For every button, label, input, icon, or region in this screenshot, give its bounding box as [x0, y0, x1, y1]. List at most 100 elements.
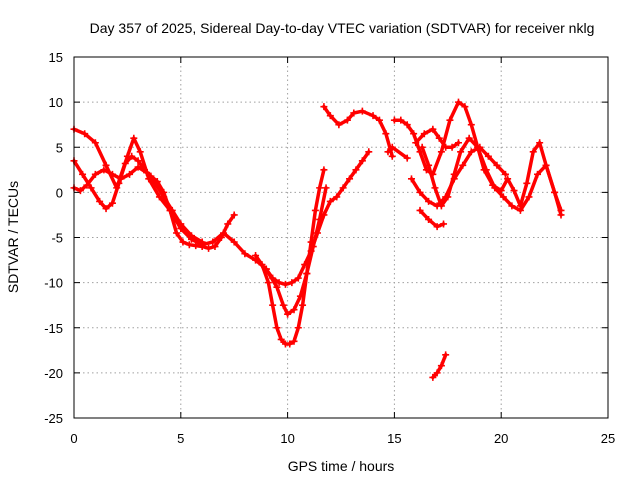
series-track-5 [262, 148, 373, 288]
data-point [388, 143, 396, 151]
data-point [416, 188, 424, 196]
data-point [457, 148, 465, 156]
data-point [320, 211, 328, 219]
series-track-12 [429, 351, 450, 381]
data-point [252, 252, 260, 260]
data-point [425, 197, 433, 205]
data-point [294, 274, 302, 282]
data-point [454, 139, 462, 147]
data-point [352, 166, 360, 174]
data-point [311, 206, 319, 214]
data-point [516, 206, 524, 214]
data-point [173, 229, 181, 237]
data-point [91, 139, 99, 147]
data-point [350, 109, 358, 117]
data-point [504, 175, 512, 183]
data-point [557, 211, 565, 219]
data-point [335, 121, 343, 129]
data-point [375, 116, 383, 124]
data-point [433, 369, 441, 377]
x-axis-label: GPS time / hours [288, 458, 395, 474]
data-point [407, 175, 415, 183]
series-track-13 [384, 143, 411, 162]
data-point [534, 170, 542, 178]
data-point [412, 139, 420, 147]
data-point [465, 134, 473, 142]
y-tick-label: 15 [49, 50, 63, 65]
data-point [102, 205, 110, 213]
y-tick-label: 0 [56, 185, 63, 200]
data-point [499, 193, 507, 201]
data-point [437, 202, 445, 210]
series-line [409, 145, 508, 208]
data-point [461, 103, 469, 111]
x-tick-label: 10 [280, 431, 294, 446]
series-track-4 [252, 166, 328, 348]
y-tick-label: 5 [56, 140, 63, 155]
data-point [384, 148, 392, 156]
data-point [326, 197, 334, 205]
data-point [284, 310, 292, 318]
data-point [369, 112, 377, 120]
series-track-9 [418, 134, 565, 219]
data-point [290, 306, 298, 314]
x-tick-label: 20 [494, 431, 508, 446]
data-point [339, 184, 347, 192]
series-line [418, 208, 446, 229]
data-point [435, 134, 443, 142]
data-point [294, 324, 302, 332]
data-point [81, 130, 89, 138]
data-point [269, 301, 277, 309]
data-point [168, 206, 176, 214]
data-point [117, 175, 125, 183]
data-point [91, 170, 99, 178]
data-point [264, 279, 272, 287]
data-point [358, 107, 366, 115]
data-point [382, 130, 390, 138]
data-point [431, 184, 439, 192]
data-point [262, 265, 270, 273]
series-layer [70, 98, 565, 381]
series-track-8 [407, 143, 509, 210]
data-point [134, 163, 142, 171]
data-point [275, 279, 283, 287]
data-point [136, 148, 144, 156]
data-point [96, 197, 104, 205]
data-point [510, 187, 518, 195]
data-point [277, 335, 285, 343]
data-point [425, 215, 433, 223]
data-point [320, 103, 328, 111]
data-point [429, 125, 437, 133]
y-tick-label: -10 [44, 276, 63, 291]
data-point [87, 184, 95, 192]
data-point [134, 157, 142, 165]
data-point [448, 143, 456, 151]
chart-title: Day 357 of 2025, Sidereal Day-to-day VTE… [90, 20, 595, 36]
data-point [388, 152, 396, 160]
data-point [281, 280, 289, 288]
data-point [454, 98, 462, 106]
data-point [523, 179, 531, 187]
data-point [491, 184, 499, 192]
data-point [484, 152, 492, 160]
data-point [108, 199, 116, 207]
series-track-6 [320, 103, 396, 160]
data-point [418, 143, 426, 151]
data-point [444, 193, 452, 201]
data-point [410, 130, 418, 138]
data-point [346, 175, 354, 183]
data-point [220, 229, 228, 237]
data-point [151, 179, 159, 187]
series-line [322, 104, 395, 159]
data-point [130, 134, 138, 142]
data-point [508, 202, 516, 210]
data-point [211, 243, 219, 251]
data-point [365, 148, 373, 156]
data-point [442, 351, 450, 359]
y-tick-label: -5 [51, 231, 63, 246]
data-point [326, 112, 334, 120]
series-track-2 [70, 125, 330, 318]
data-point [446, 116, 454, 124]
data-point [459, 161, 467, 169]
data-point [440, 220, 448, 228]
